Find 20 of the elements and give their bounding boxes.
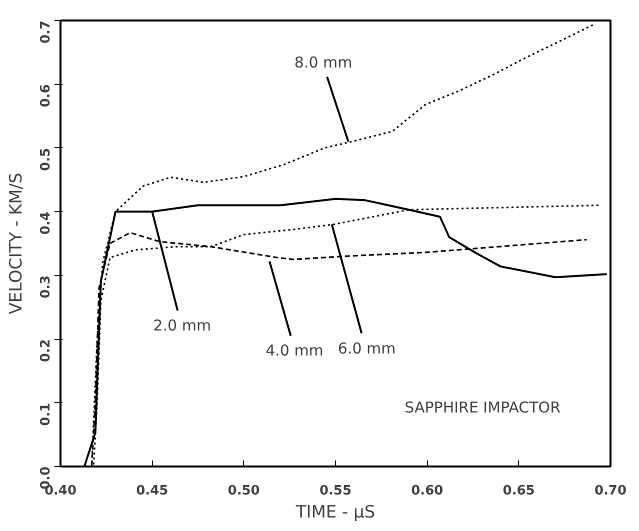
y-tick-label: 0.6 (38, 84, 54, 108)
x-tick-label: 0.55 (319, 484, 352, 498)
y-axis-title: VELOCITY - KM/S (6, 172, 26, 314)
annotation: 2.0 mm (153, 316, 212, 335)
y-tick-label: 0.1 (38, 402, 54, 426)
y-tick-label: 0.2 (38, 339, 54, 362)
annotation: 6.0 mm (338, 339, 396, 358)
y-tick-label: 0.5 (38, 148, 54, 171)
x-tick-label: 0.50 (228, 484, 260, 498)
y-tick-label: 0.3 (38, 275, 54, 298)
x-axis-title: TIME - μS (294, 502, 376, 522)
y-tick-label: 0.4 (38, 212, 54, 235)
x-tick-label: 0.70 (594, 484, 627, 498)
x-tick-label: 0.60 (411, 484, 444, 498)
y-tick-label: 0.7 (38, 20, 54, 44)
annotation: SAPPHIRE IMPACTOR (404, 398, 561, 416)
x-tick-label: 0.65 (502, 484, 535, 498)
annotation: 8.0 mm (294, 54, 352, 72)
annotation: 4.0 mm (266, 341, 324, 360)
x-tick-label: 0.45 (136, 484, 168, 498)
